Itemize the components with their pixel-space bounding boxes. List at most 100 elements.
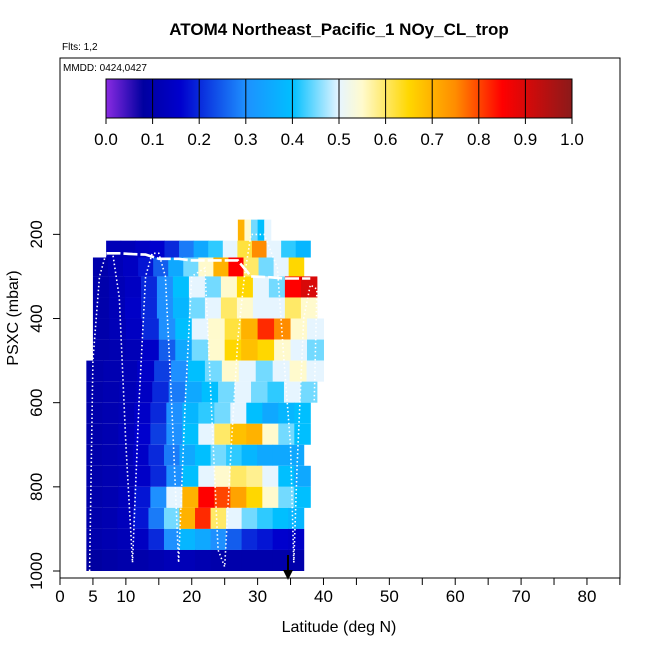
heatmap-cell xyxy=(284,297,302,319)
heatmap-cell xyxy=(262,423,279,445)
heatmap-cell xyxy=(241,549,258,571)
y-axis-label: PSXC (mbar) xyxy=(5,270,22,365)
y-tick-label: 600 xyxy=(27,388,46,416)
x-tick-label: 5 xyxy=(88,587,97,606)
heatmap-cell xyxy=(214,402,231,424)
heatmap-cell xyxy=(214,423,231,445)
heatmap-cell xyxy=(236,297,254,319)
heatmap-cell xyxy=(154,360,172,382)
heatmap-cell xyxy=(102,486,119,508)
heatmap-cell xyxy=(226,444,243,466)
heatmap-cell xyxy=(183,257,199,277)
heatmap-cell xyxy=(117,528,134,550)
heatmap-cell xyxy=(257,444,274,466)
heatmap-cell xyxy=(278,486,295,508)
heatmap-cell xyxy=(168,381,186,403)
heatmap-cell xyxy=(307,318,324,340)
colorbar-tick-label: 0.7 xyxy=(420,130,444,149)
heatmap-cell xyxy=(102,423,119,445)
heatmap-cell xyxy=(182,486,199,508)
heatmap-cell xyxy=(163,444,181,466)
heatmap-cell xyxy=(228,257,244,277)
y-tick-label: 800 xyxy=(27,473,46,501)
heatmap-cell xyxy=(294,402,311,424)
heatmap-cell xyxy=(125,339,143,361)
heatmap-cell xyxy=(179,528,196,550)
flights-label: Flts: 1,2 xyxy=(62,42,98,53)
heatmap-cell xyxy=(222,240,238,258)
heatmap-cell xyxy=(92,297,110,319)
heatmap-cell xyxy=(272,444,289,466)
heatmap-cell xyxy=(210,528,227,550)
heatmap-cell xyxy=(134,465,151,487)
heatmap-cell xyxy=(262,402,279,424)
heatmap-cell xyxy=(182,402,199,424)
heatmap-cell xyxy=(238,360,257,382)
heatmap-cell xyxy=(172,297,190,319)
heatmap-cell xyxy=(273,257,290,277)
heatmap-cell xyxy=(300,297,318,319)
heatmap-cell xyxy=(237,219,245,241)
heatmap-cell xyxy=(140,297,158,319)
chart-title: ATOM4 Northeast_Pacific_1 NOy_CL_trop xyxy=(169,20,508,39)
plot-frame xyxy=(59,57,621,579)
colorbar: 0.0 0.1 0.2 0.3 0.4 0.5 0.6 0.7 0.8 0.9 1.0 xyxy=(94,78,584,149)
colorbar-tick-label: 0.8 xyxy=(467,130,491,149)
heatmap-cell xyxy=(166,486,183,508)
heatmap-cell xyxy=(195,444,212,466)
heatmap-cell xyxy=(262,465,279,487)
y-axis: 200 400 600 800 1000 xyxy=(27,220,60,590)
heatmap-cell xyxy=(101,549,118,571)
colorbar-tick-label: 0.5 xyxy=(327,130,351,149)
heatmap-cell xyxy=(163,528,181,550)
heatmap-cell xyxy=(182,465,199,487)
heatmap-cell xyxy=(262,486,279,508)
heatmap-cell xyxy=(92,276,110,298)
heatmap-cell xyxy=(274,339,292,361)
heatmap-cell xyxy=(103,360,121,382)
heatmap-cell xyxy=(92,318,110,340)
mmdd-label: MMDD: 0424,0427 xyxy=(63,63,147,74)
heatmap-cell xyxy=(251,240,268,258)
heatmap-cell xyxy=(210,444,227,466)
heatmap-cell xyxy=(132,549,149,571)
heatmap-cell xyxy=(156,297,174,319)
heatmap-cell xyxy=(210,549,227,571)
heatmap-cell xyxy=(117,507,134,529)
heatmap-cell xyxy=(210,507,227,529)
heatmap-cell xyxy=(92,257,109,277)
heatmap-cell xyxy=(257,318,275,340)
colorbar-tick-label: 0.1 xyxy=(141,130,165,149)
heatmap-cell xyxy=(226,507,243,529)
heatmap-cell xyxy=(175,318,193,340)
heatmap-cell xyxy=(255,360,274,382)
heatmap-cell xyxy=(294,486,311,508)
heatmap-cell xyxy=(102,381,120,403)
heatmap-cell xyxy=(243,257,260,277)
x-tick-label: 30 xyxy=(248,587,267,606)
heatmap-cell xyxy=(246,465,263,487)
colorbar-ticks: 0.0 0.1 0.2 0.3 0.4 0.5 0.6 0.7 0.8 0.9 1.0 xyxy=(94,79,584,149)
heatmap-cell xyxy=(86,360,104,382)
heatmap-cell xyxy=(179,507,196,529)
heatmap-cell xyxy=(251,381,268,403)
heatmap-cell xyxy=(124,276,142,298)
x-tick-label: 40 xyxy=(314,587,333,606)
heatmap-cell xyxy=(244,219,252,241)
heatmap-cell xyxy=(195,507,212,529)
heatmap-cell xyxy=(142,318,160,340)
heatmap-cell xyxy=(171,360,189,382)
heatmap-cell xyxy=(107,257,124,277)
heatmap-cell xyxy=(140,276,158,298)
flight-track-line xyxy=(88,233,318,572)
heatmap-cell xyxy=(284,276,302,298)
heatmap-cell xyxy=(108,297,126,319)
heatmap-cell xyxy=(208,240,224,258)
heatmap-cell xyxy=(163,507,181,529)
heatmap-cell xyxy=(101,528,118,550)
heatmap-cell xyxy=(220,276,238,298)
heatmap-cell xyxy=(226,549,243,571)
heatmap-cell xyxy=(272,507,289,529)
heatmap-cell xyxy=(224,318,242,340)
